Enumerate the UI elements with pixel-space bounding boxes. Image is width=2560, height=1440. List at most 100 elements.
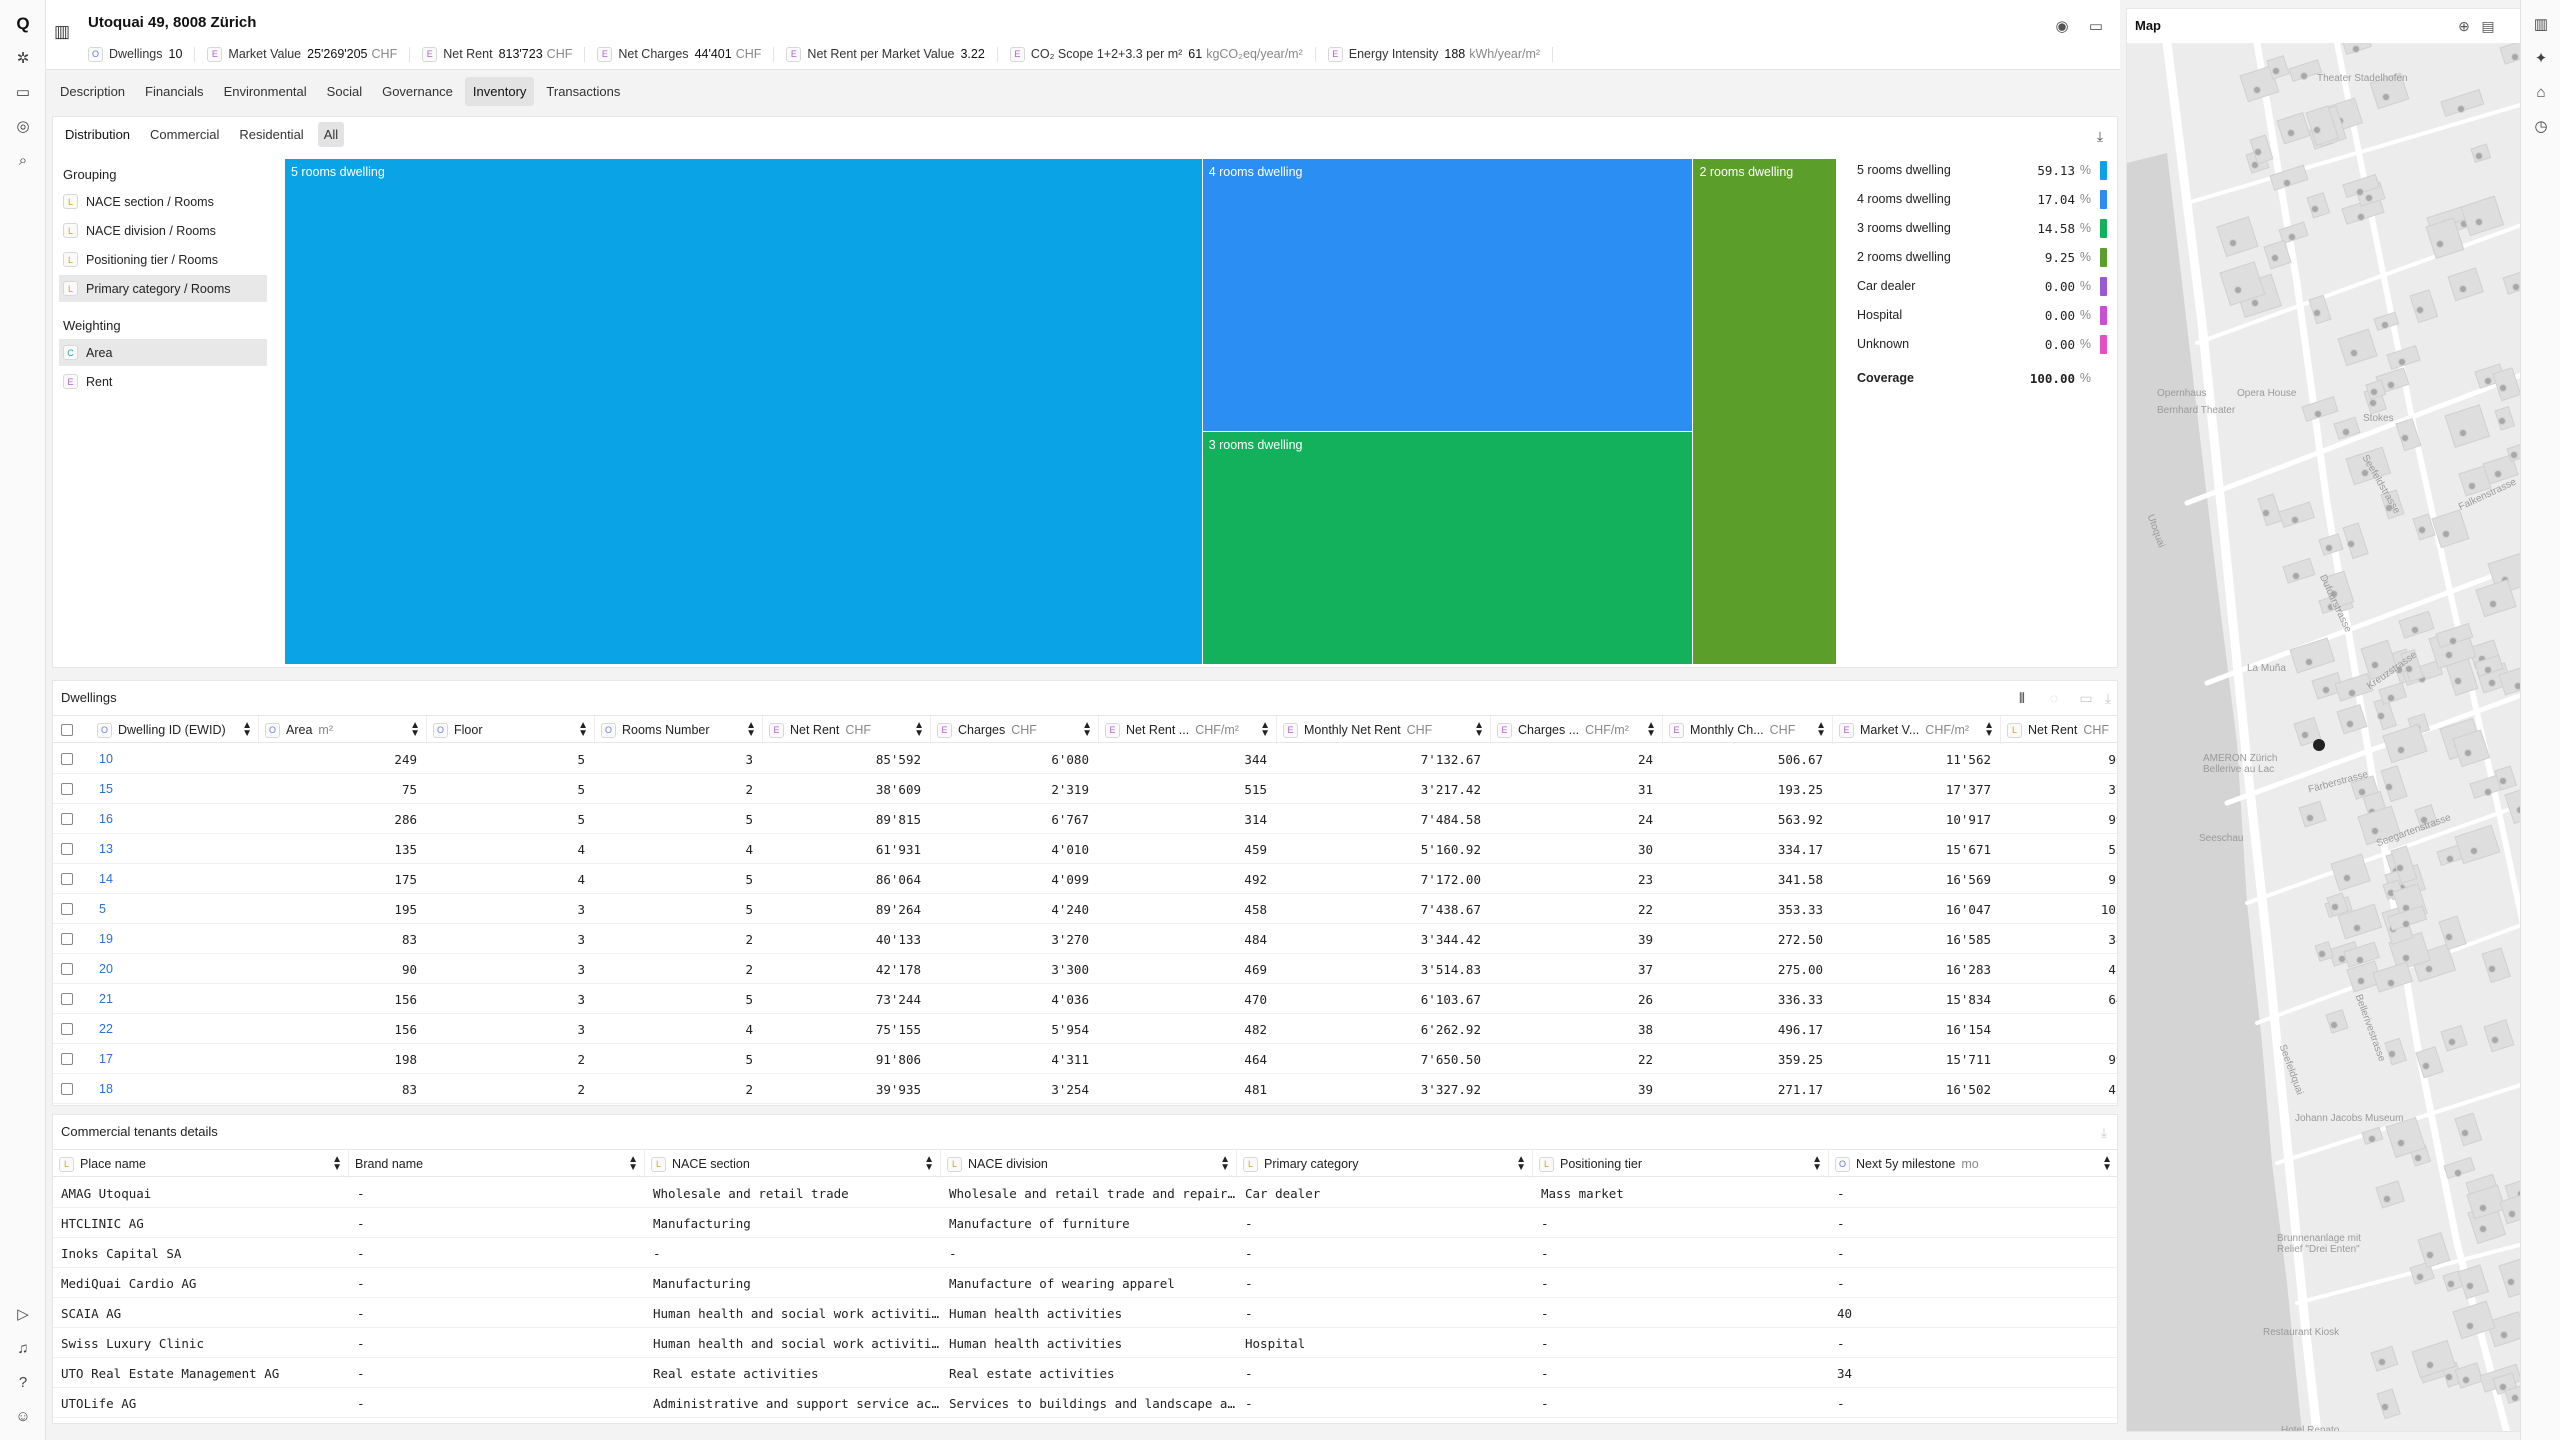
tab-social[interactable]: Social [326,83,363,99]
table-row[interactable]: 18 83 2 2 39'935 3'254 481 3'327.92 39 271.17 16'5… [53,1074,2117,1104]
column-header[interactable]: O Area m² ▲ ▼ [259,716,427,744]
column-header[interactable]: E Net Rent CHF ▲ ▼ [763,716,931,744]
tab-inventory[interactable]: Inventory [464,76,535,106]
row-checkbox[interactable] [61,963,73,975]
sort-icon[interactable]: ▲ ▼ [1082,720,1092,739]
column-header[interactable]: E Charges CHF ▲ ▼ [931,716,1099,744]
tab-financials[interactable]: Financials [145,83,204,99]
dwelling-id-link[interactable]: 18 [99,1082,113,1096]
dwelling-id-link[interactable]: 20 [99,962,113,976]
sort-icon[interactable]: ▲ ▼ [1260,720,1270,739]
column-header[interactable]: O Rooms Number ▲ ▼ [595,716,763,744]
tab-description[interactable]: Description [60,83,126,99]
row-checkbox[interactable] [61,1083,73,1095]
table-row[interactable]: 10 249 5 3 85'592 6'080 344 7'132.67 24 506.67 11'… [53,744,2117,774]
map-svg[interactable] [2127,34,2526,1432]
download-icon[interactable]: ⤓ [2096,127,2104,144]
dwelling-id-link[interactable]: 15 [99,782,113,796]
sort-icon[interactable]: ▲ ▼ [2102,1154,2112,1173]
help-icon[interactable]: ? [18,1373,28,1391]
column-header[interactable]: E Monthly Net Rent CHF ▲ ▼ [1277,716,1491,744]
sort-icon[interactable]: ▲ ▼ [1816,720,1826,739]
column-header[interactable]: L NACE section ▲ ▼ [645,1150,941,1178]
dwelling-id-link[interactable]: 16 [99,812,113,826]
sort-icon[interactable]: ▲ ▼ [1220,1154,1230,1173]
play-icon[interactable]: ▷ [17,1306,29,1323]
column-header[interactable]: E Net Rent ... CHF/m² ▲ ▼ [1099,716,1277,744]
table-row[interactable]: Inoks Capital SA - - - - - - [53,1238,2117,1268]
sort-icon[interactable]: ▲ ▼ [746,720,756,739]
dwelling-id-link[interactable]: 17 [99,1052,113,1066]
row-checkbox[interactable] [61,783,73,795]
table-row[interactable]: 16 286 5 5 89'815 6'767 314 7'484.58 24 563.92 10'… [53,804,2117,834]
treemap-tile[interactable]: 3 rooms dwelling [1202,431,1694,665]
sort-icon[interactable]: ▲ ▼ [1516,1154,1526,1173]
treemap-tile[interactable]: 2 rooms dwelling [1693,159,1837,665]
columns-icon[interactable]: ⦀ [2018,689,2026,706]
dwelling-id-link[interactable]: 10 [99,752,113,766]
row-checkbox[interactable] [61,903,73,915]
map-view[interactable]: Theater Stadelhofen Opernhaus Opera House B… [2127,34,2526,1432]
column-header[interactable]: O Dwelling ID (EWID) ▲ ▼ [91,716,259,744]
column-header[interactable]: E Monthly Ch... CHF ▲ ▼ [1663,716,1833,744]
table-row[interactable]: 14 175 4 5 86'064 4'099 492 7'172.00 23 341.58 16'… [53,864,2117,894]
sort-icon[interactable]: ▲ ▼ [1812,1154,1822,1173]
tab-environmental[interactable]: Environmental [223,83,307,99]
table-row[interactable]: 5 195 3 5 89'264 4'240 458 7'438.67 22 353.33 16'0… [53,894,2117,924]
locate-icon[interactable]: ⊕ [2458,17,2470,34]
table-row[interactable]: 19 83 3 2 40'133 3'270 484 3'344.42 39 272.50 16'5… [53,924,2117,954]
column-header[interactable]: L Net Rent CHF [2001,716,2117,744]
column-header[interactable]: E Market V... CHF/m² ▲ ▼ [1833,716,2001,744]
sparkle-icon[interactable]: ✦ [2534,50,2548,67]
table-row[interactable]: 22 156 3 4 75'155 5'954 482 6'262.92 38 496.17 16'… [53,1014,2117,1044]
row-checkbox[interactable] [61,993,73,1005]
radar-icon[interactable]: ◎ [16,118,30,135]
table-row[interactable]: HTCLINIC AG - Manufacturing Manufacture of … [53,1208,2117,1238]
treemap-tile[interactable]: 4 rooms dwelling [1202,159,1694,432]
row-checkbox[interactable] [61,843,73,855]
subtab-all[interactable]: All [317,121,345,147]
hide-icon[interactable]: ◌ [2049,690,2059,706]
row-checkbox[interactable] [61,1053,73,1065]
column-header[interactable]: L Primary category ▲ ▼ [1237,1150,1533,1178]
sort-icon[interactable]: ▲ ▼ [410,720,420,739]
row-checkbox[interactable] [61,1023,73,1035]
bell-icon[interactable]: ♫ [17,1339,29,1357]
table-row[interactable]: SCAIA AG - Human health and social work ac… [53,1298,2117,1328]
table-row[interactable]: UTOLife AG - Administrative and support se… [53,1388,2117,1418]
subtab-residential[interactable]: Residential [239,126,304,142]
asset-marker[interactable] [2313,739,2325,751]
row-checkbox[interactable] [61,933,73,945]
sort-icon[interactable]: ▲ ▼ [242,720,252,739]
download-icon[interactable]: ⤓ [2100,1123,2108,1140]
weighting-option[interactable]: C Area [59,339,267,366]
column-header[interactable]: O Next 5y milestone mo ▲ ▼ [1829,1150,2117,1178]
table-row[interactable]: 13 135 4 4 61'931 4'010 459 5'160.92 30 334.17 15'… [53,834,2117,864]
grouping-option[interactable]: L NACE division / Rooms [59,217,267,244]
sort-icon[interactable]: ▲ ▼ [332,1154,342,1173]
dwelling-id-link[interactable]: 19 [99,932,113,946]
dwelling-id-link[interactable]: 14 [99,872,113,886]
history-icon[interactable]: ◷ [2534,118,2548,135]
dashboard-icon[interactable]: ✲ [16,50,30,67]
grouping-option[interactable]: L Positioning tier / Rooms [59,246,267,273]
table-row[interactable]: 20 90 3 2 42'178 3'300 469 3'514.83 37 275.00 16'2… [53,954,2117,984]
download-icon[interactable]: ⤓ [2104,689,2112,706]
sort-icon[interactable]: ▲ ▼ [578,720,588,739]
dwelling-id-link[interactable]: 22 [99,1022,113,1036]
dwelling-id-link[interactable]: 5 [99,902,106,916]
tag-icon[interactable]: ⌂ [2536,83,2546,101]
column-header[interactable]: L Place name ▲ ▼ [53,1150,349,1178]
sort-icon[interactable]: ▲ ▼ [1984,720,1994,739]
row-checkbox[interactable] [61,753,73,765]
logo-icon[interactable]: Q [16,14,30,33]
user-icon[interactable]: ☺ [15,1407,31,1425]
weighting-option[interactable]: E Rent [59,368,267,395]
table-row[interactable]: UTO Real Estate Management AG - Real estat… [53,1358,2117,1388]
row-checkbox[interactable] [61,813,73,825]
treemap-tile[interactable]: 5 rooms dwelling [285,159,1203,665]
folder-icon[interactable]: ▭ [2079,689,2093,706]
tab-governance[interactable]: Governance [382,83,453,99]
column-header[interactable]: Brand name ▲ ▼ [349,1150,645,1178]
subtab-commercial[interactable]: Commercial [150,126,220,142]
